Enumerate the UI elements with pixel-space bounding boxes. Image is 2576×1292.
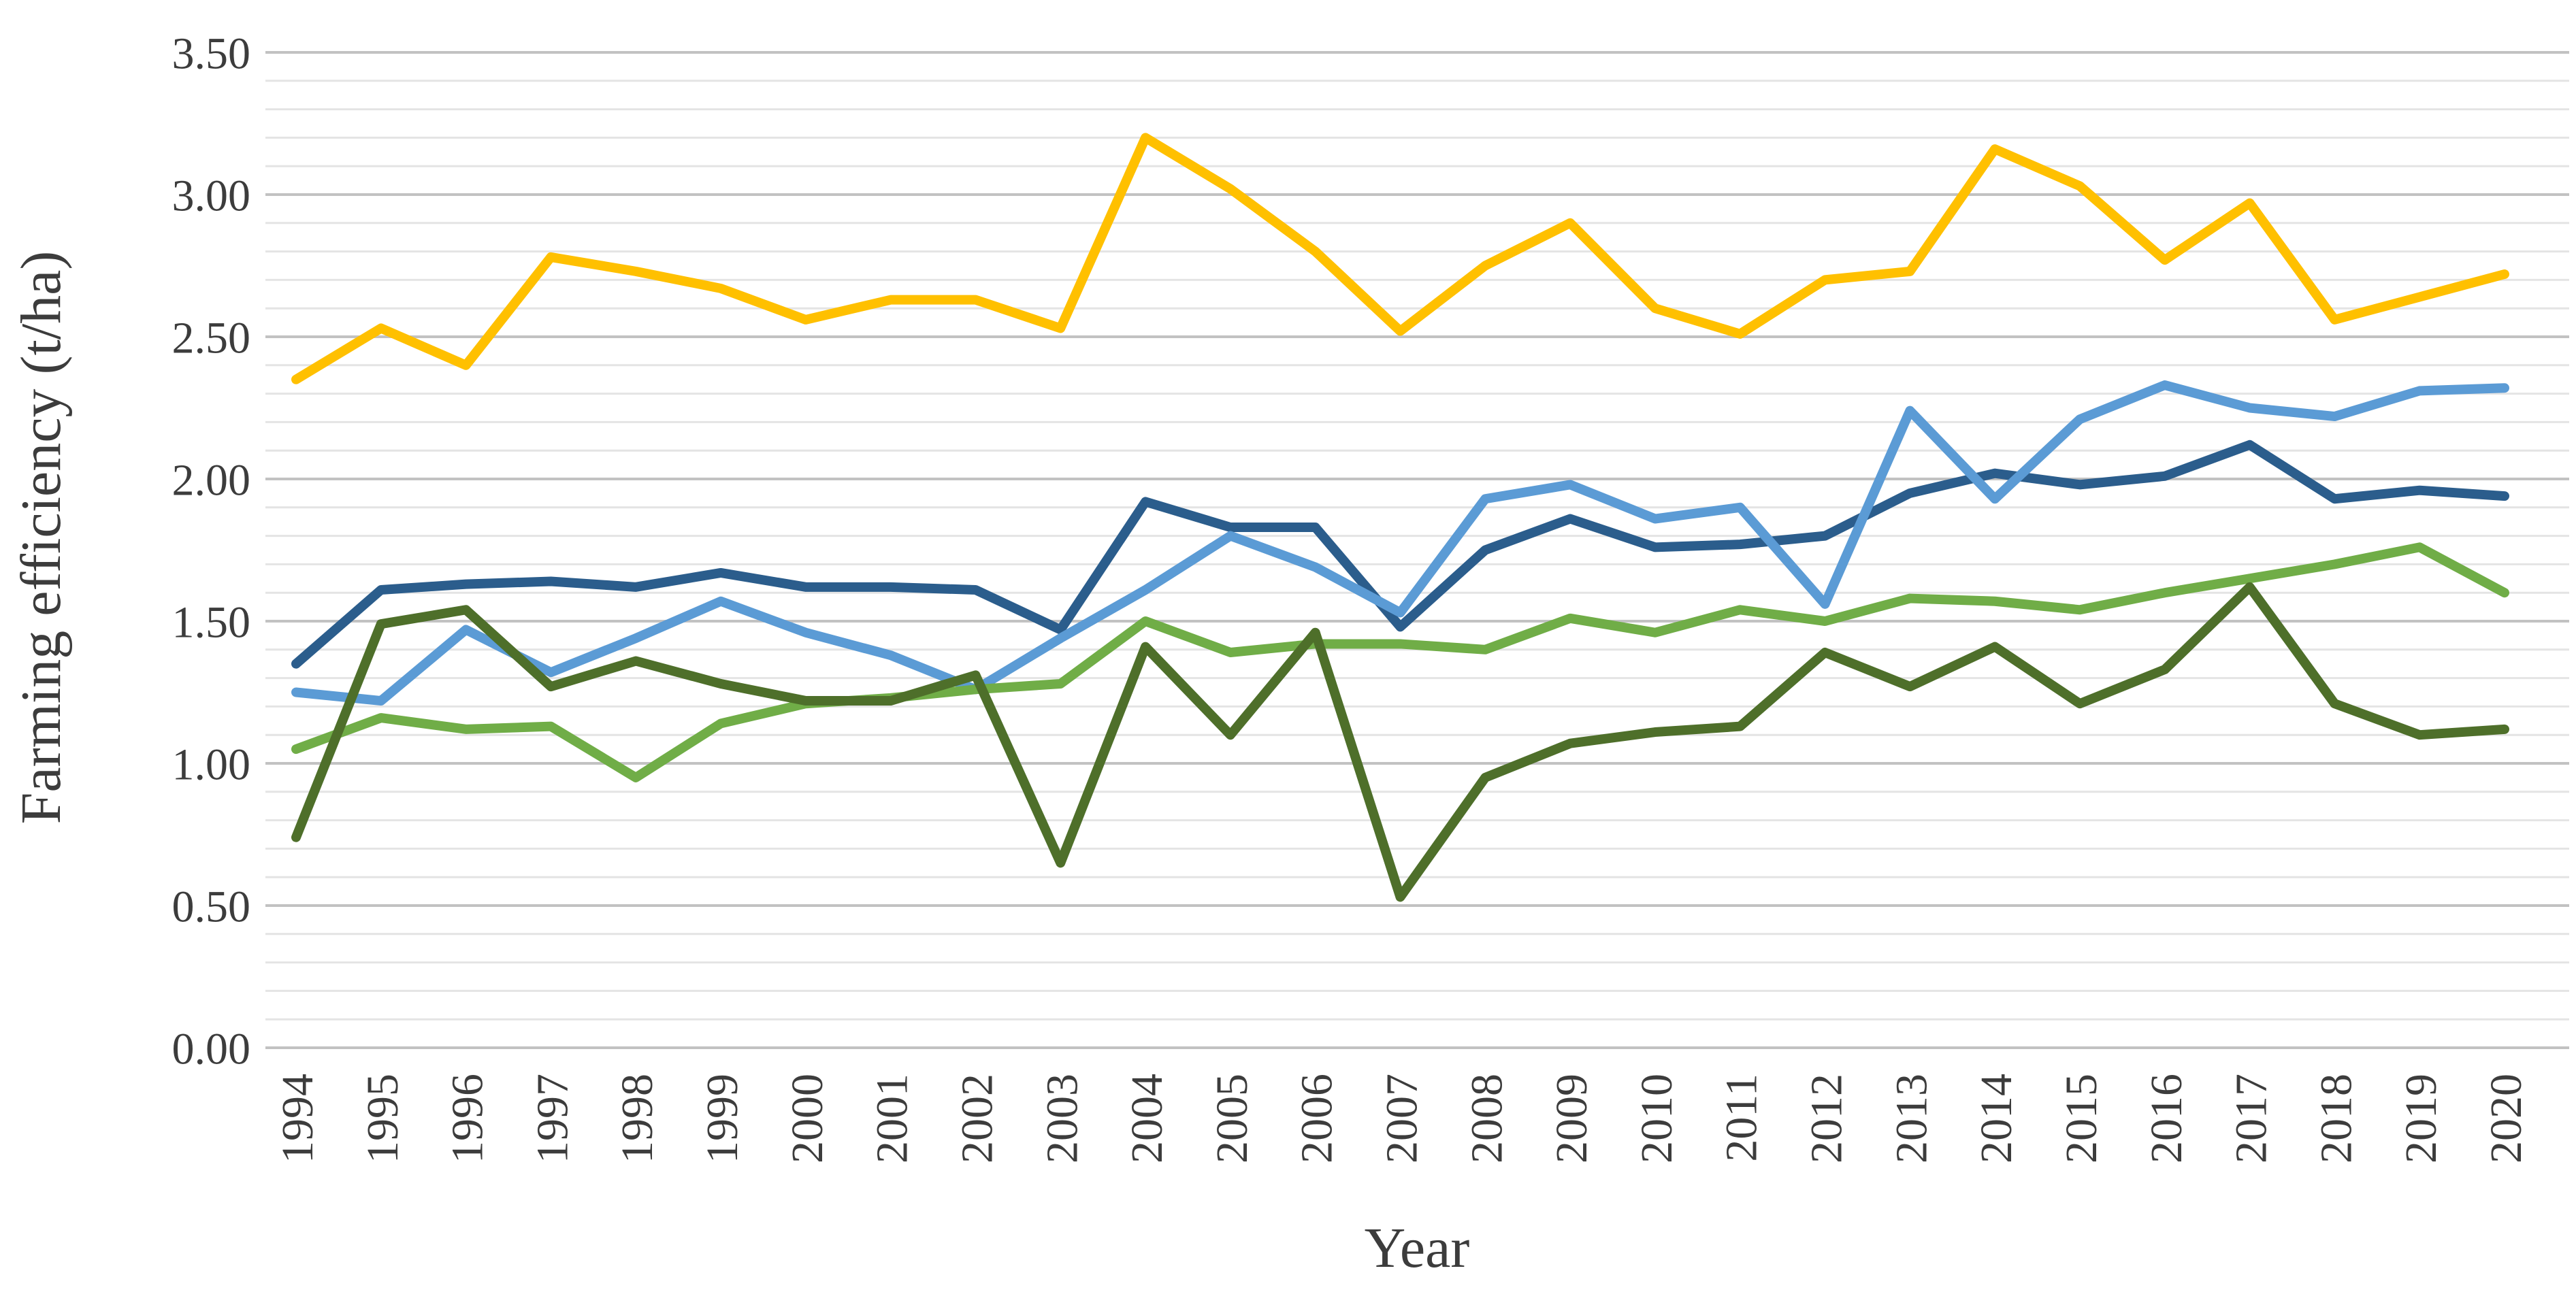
line-dark-green <box>291 582 2509 902</box>
x-tick-label: 2005 <box>1207 1074 1257 1163</box>
y-tick-label: 0.50 <box>172 882 251 932</box>
x-tick-label: 1996 <box>443 1074 493 1163</box>
line-light-green <box>291 542 2509 782</box>
line-dark-blue <box>291 440 2509 669</box>
x-tick-label: 1997 <box>527 1074 577 1163</box>
x-tick-label: 2011 <box>1717 1074 1767 1162</box>
x-tick-label: 2010 <box>1632 1074 1682 1163</box>
y-tick-label: 1.00 <box>172 740 251 790</box>
x-tick-label: 1995 <box>358 1074 408 1163</box>
x-axis-title: Year <box>1365 1216 1470 1280</box>
x-tick-label: 2013 <box>1887 1074 1936 1163</box>
x-tick-label: 2007 <box>1377 1074 1427 1163</box>
x-tick-label: 1998 <box>613 1074 662 1163</box>
x-tick-label: 2014 <box>1972 1074 2021 1163</box>
line-gold <box>291 133 2509 384</box>
x-tick-label: 2015 <box>2057 1074 2106 1163</box>
y-tick-label: 3.50 <box>172 29 251 79</box>
x-tick-label: 2017 <box>2227 1074 2277 1163</box>
y-axis-tick-labels: 0.00 0.50 1.00 1.50 2.00 2.50 3.00 3.50 <box>172 29 251 1074</box>
x-tick-label: 1994 <box>273 1074 323 1163</box>
x-tick-label: 2019 <box>2396 1074 2446 1163</box>
x-tick-label: 2020 <box>2481 1074 2531 1163</box>
x-tick-label: 2004 <box>1122 1074 1172 1163</box>
x-tick-label: 2001 <box>868 1074 917 1163</box>
y-tick-label: 2.50 <box>172 314 251 363</box>
y-tick-label: 2.00 <box>172 456 251 506</box>
y-axis-title: Farming efficiency (t/ha) <box>10 251 73 825</box>
y-tick-label: 0.00 <box>172 1025 251 1074</box>
x-tick-label: 2003 <box>1037 1074 1087 1163</box>
gridlines <box>265 51 2569 1049</box>
series-lines <box>291 133 2509 902</box>
y-tick-label: 3.00 <box>172 171 251 221</box>
x-tick-label: 1999 <box>698 1074 747 1163</box>
x-tick-label: 2008 <box>1462 1074 1512 1163</box>
x-tick-label: 2012 <box>1802 1074 1852 1163</box>
x-axis-tick-labels: 1994 1995 1996 1997 1998 1999 2000 2001 2002 2003… <box>273 1074 2531 1163</box>
x-tick-label: 2006 <box>1292 1074 1342 1163</box>
x-tick-label: 2000 <box>783 1074 832 1163</box>
x-tick-label: 2002 <box>952 1074 1002 1163</box>
x-tick-label: 2018 <box>2311 1074 2361 1163</box>
y-tick-label: 1.50 <box>172 598 251 648</box>
x-tick-label: 2009 <box>1547 1074 1597 1163</box>
x-tick-label: 2016 <box>2142 1074 2191 1163</box>
line-light-blue <box>291 380 2509 706</box>
